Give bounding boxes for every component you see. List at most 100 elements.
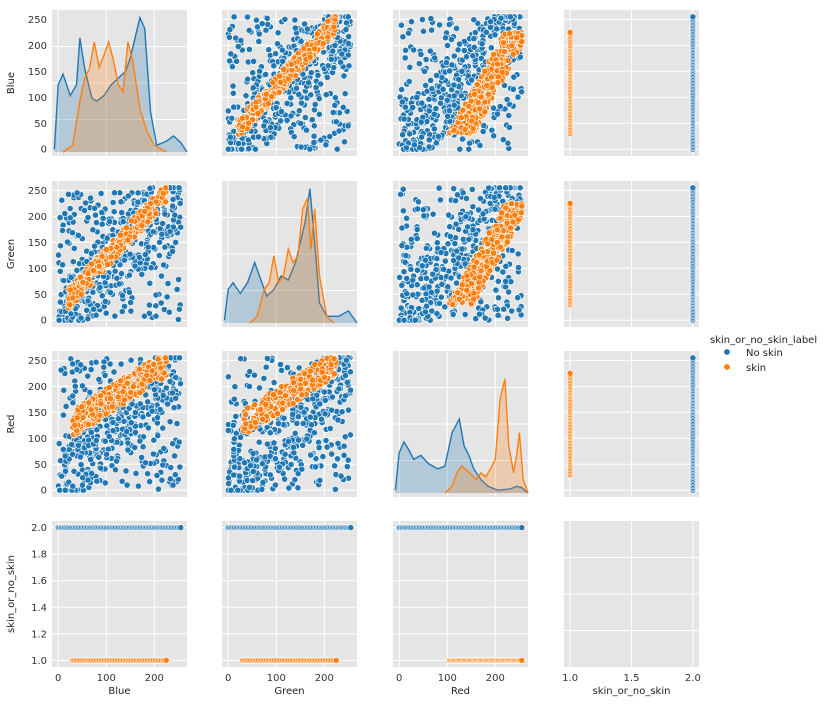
scatter-point-no skin [290, 133, 298, 141]
scatter-point-no skin [334, 439, 342, 447]
scatter-point-no skin [274, 40, 281, 48]
scatter-point-skin [463, 286, 471, 294]
scatter-point-no skin [159, 220, 166, 227]
scatter-point-no skin [308, 116, 316, 124]
scatter-point-no skin [297, 37, 305, 45]
scatter-point-no skin [118, 308, 126, 315]
scatter-point-skin [245, 119, 252, 127]
scatter-point-no skin [491, 31, 499, 39]
scatter-point-no skin [252, 16, 260, 24]
scatter-point-no skin [315, 110, 323, 118]
scatter-point-skin [476, 273, 484, 281]
scatter-point-no skin [428, 85, 436, 93]
scatter-point-no skin [267, 133, 275, 141]
scatter-point-no skin [124, 192, 132, 200]
scatter-point-no skin [295, 91, 303, 98]
scatter-point-no skin [144, 424, 152, 432]
scatter-point-no skin [436, 196, 444, 204]
scatter-point-no skin [345, 33, 352, 40]
scatter-point-no skin [496, 103, 504, 110]
scatter-point-no skin [267, 124, 274, 131]
scatter-point-no skin [127, 419, 135, 427]
scatter-point-no skin [342, 26, 350, 33]
scatter-point-no skin [425, 136, 433, 144]
scatter-point-no skin [95, 375, 103, 383]
scatter-point-no skin [255, 38, 263, 45]
scatter-point-no skin [65, 190, 72, 198]
scatter-point-skin [97, 400, 105, 408]
scatter-point-no skin [106, 218, 114, 225]
scatter-point-skin [73, 427, 81, 435]
scatter-point-skin [515, 216, 522, 224]
scatter-point-skin [566, 200, 574, 207]
scatter-point-skin [89, 267, 97, 274]
scatter-point-no skin [311, 101, 319, 108]
scatter-point-no skin [158, 272, 165, 280]
scatter-point-no skin [230, 13, 238, 21]
scatter-point-no skin [453, 24, 460, 32]
scatter-point-no skin [62, 467, 69, 475]
scatter-point-no skin [409, 276, 417, 284]
scatter-point-skin [485, 229, 493, 237]
scatter-point-no skin [142, 459, 149, 467]
scatter-point-no skin [146, 184, 154, 192]
scatter-point-skin [504, 57, 512, 64]
scatter-point-skin [124, 379, 131, 387]
scatter-point-no skin [122, 467, 130, 475]
scatter-point-skin [475, 284, 482, 292]
scatter-point-no skin [84, 297, 92, 305]
scatter-point-no skin [225, 33, 233, 41]
scatter-point-no skin [113, 274, 121, 282]
scatter-point-skin [97, 392, 104, 400]
scatter-point-no skin [152, 312, 160, 320]
kde-line-skin [62, 39, 167, 153]
scatter-point-no skin [101, 479, 109, 487]
scatter-point-skin [122, 224, 130, 232]
scatter-point-no skin [173, 420, 181, 427]
scatter-point-no skin [77, 314, 85, 322]
scatter-point-no skin [446, 107, 453, 115]
scatter-point-no skin [55, 316, 63, 324]
panel-green-vs-skin-or-no-skin [564, 181, 699, 327]
scatter-point-no skin [332, 118, 340, 126]
scatter-point-no skin [278, 366, 285, 374]
scatter-point-no skin [500, 305, 508, 313]
scatter-point-no skin [490, 132, 498, 140]
scatter-point-skin [509, 50, 517, 58]
scatter-point-no skin [102, 309, 110, 317]
scatter-point-skin [119, 388, 127, 395]
scatter-point-skin [121, 396, 128, 404]
scatter-point-no skin [169, 247, 176, 255]
scatter-point-no skin [452, 220, 460, 228]
scatter-point-skin [566, 28, 574, 36]
scatter-point-skin [484, 90, 492, 98]
scatter-point-skin [463, 272, 471, 280]
scatter-point-skin [477, 93, 485, 101]
scatter-point-no skin [518, 88, 525, 96]
scatter-point-no skin [167, 464, 175, 471]
scatter-point-no skin [283, 100, 291, 107]
scatter-point-no skin [445, 211, 453, 219]
scatter-point-no skin [158, 476, 166, 484]
scatter-point-no skin [418, 99, 426, 107]
scatter-point-skin [87, 406, 95, 414]
scatter-point-no skin [502, 277, 509, 285]
scatter-point-skin [458, 281, 466, 289]
scatter-point-no skin [505, 288, 512, 296]
scatter-point-skin [238, 114, 246, 122]
scatter-point-no skin [417, 51, 425, 58]
scatter-point-no skin [293, 84, 300, 92]
scatter-point-no skin [245, 26, 253, 34]
scatter-point-no skin [251, 145, 259, 153]
scatter-point-no skin [224, 107, 232, 115]
scatter-point-no skin [110, 368, 118, 376]
scatter-point-no skin [496, 184, 503, 192]
scatter-point-no skin [224, 373, 232, 381]
scatter-point-no skin [109, 199, 117, 206]
scatter-point-no skin [450, 52, 458, 60]
scatter-point-no skin [131, 262, 139, 270]
scatter-point-no skin [326, 425, 334, 432]
scatter-point-no skin [437, 249, 445, 256]
scatter-point-no skin [466, 139, 473, 147]
scatter-point-skin [474, 99, 482, 106]
